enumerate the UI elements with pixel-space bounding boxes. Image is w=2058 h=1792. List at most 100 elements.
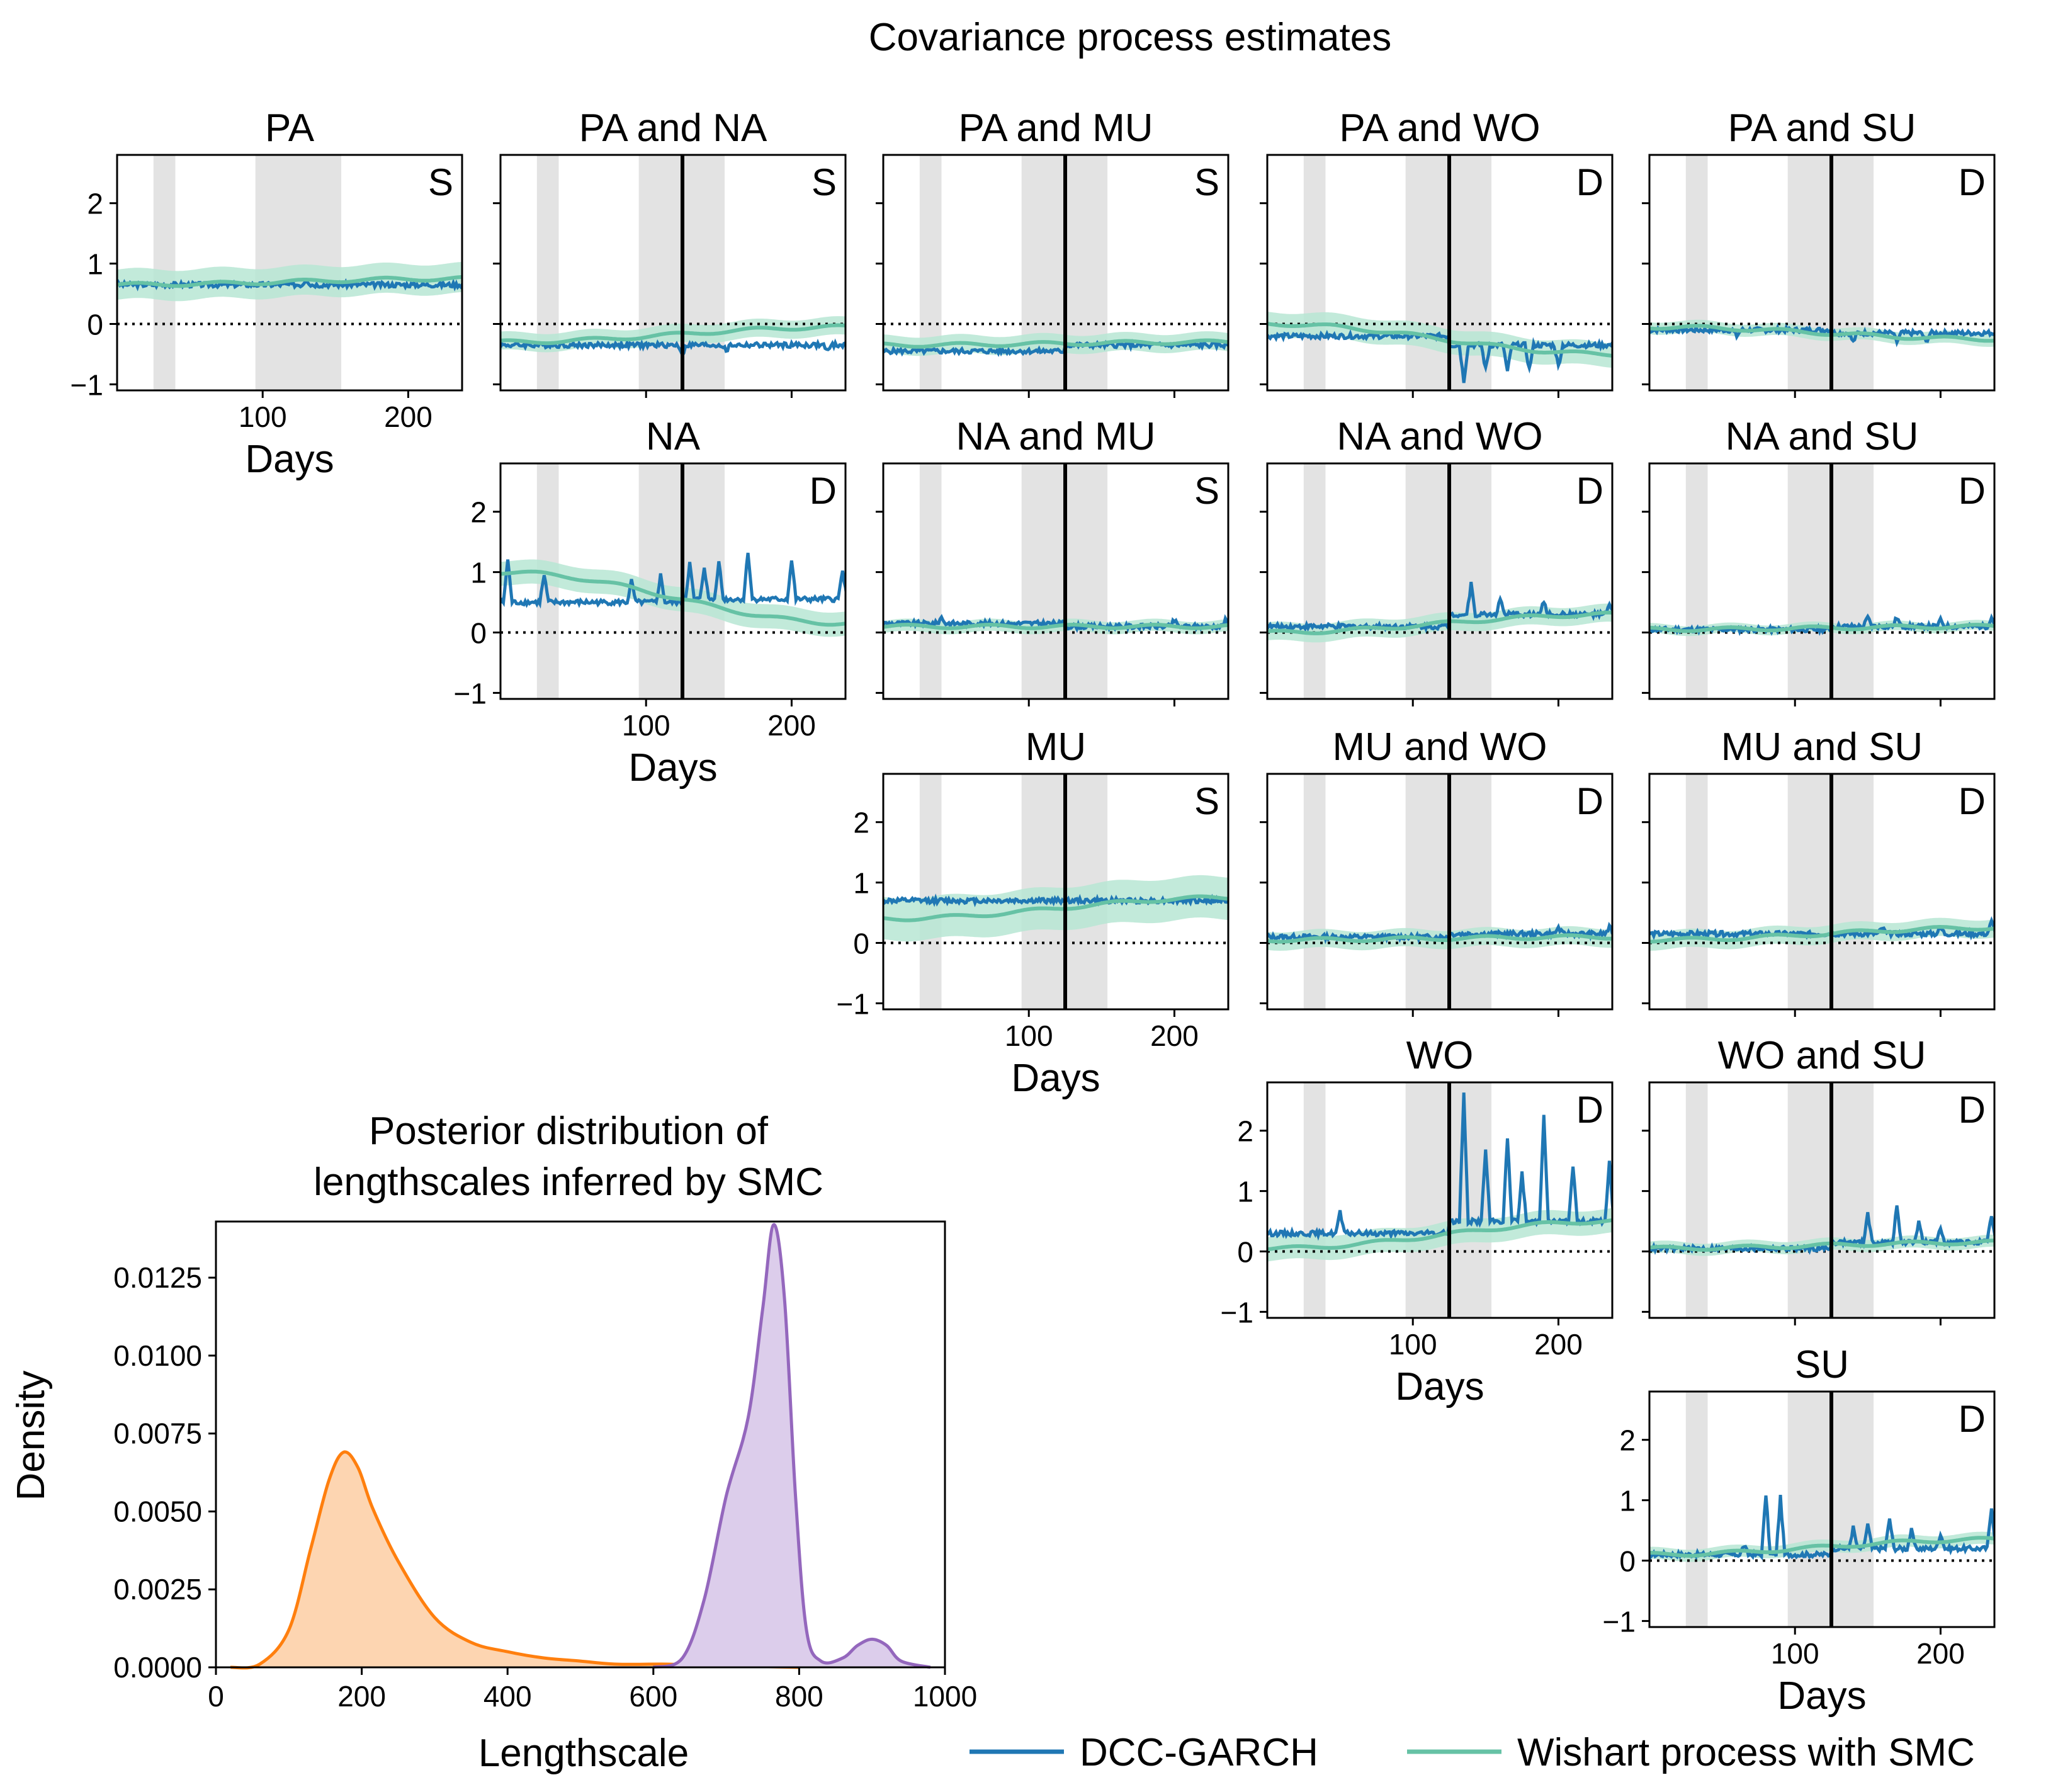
shaded-interval [1685, 155, 1708, 390]
panel-frame [1648, 1390, 1996, 1628]
lengthscale-density-chart: Posterior distribution of lengthscales i… [9, 1109, 977, 1775]
panel-plot-area [1649, 774, 1994, 1009]
density-y-tick-label: 0.0100 [113, 1339, 202, 1372]
wishart-line [1267, 610, 1612, 635]
panel-frame [499, 462, 847, 700]
panel: MU and SU D [1642, 725, 1996, 1017]
panel-frame [882, 462, 1230, 700]
density-x-tick-label: 1000 [913, 1680, 977, 1713]
wishart-line [1267, 322, 1612, 358]
panel-plot-area [883, 463, 1228, 699]
panel-plot-area [883, 774, 1228, 1009]
shaded-interval [1685, 774, 1708, 1009]
y-tick-label: 1 [1237, 1176, 1253, 1208]
dcc-garch-line [500, 552, 845, 609]
y-tick-label: 1 [853, 867, 869, 900]
panel-plot-area [117, 155, 462, 390]
legend-dcc-garch-label: DCC-GARCH [1080, 1731, 1318, 1774]
shaded-interval [1303, 1082, 1326, 1318]
wishart-line [1267, 933, 1612, 944]
panel-frame [1266, 154, 1614, 392]
panel: PA and WO D [1260, 106, 1614, 398]
panel-frame [1266, 462, 1614, 700]
y-tick-label: 0 [470, 617, 487, 650]
density-y-tick-label: 0.0000 [113, 1651, 202, 1684]
panel-frame [882, 154, 1230, 392]
panel-frame [116, 154, 463, 392]
panel-badge: D [1959, 1089, 1986, 1131]
y-tick-label: 1 [1619, 1485, 1636, 1517]
panel-title: WO [1406, 1034, 1474, 1077]
panel: MU and WO D [1260, 725, 1614, 1017]
y-tick-label: 0 [1619, 1545, 1636, 1578]
density-chart-title-line-2: lengthscales inferred by SMC [314, 1160, 823, 1204]
legend: DCC-GARCH Wishart process with SMC [970, 1731, 1975, 1774]
dcc-garch-line [1649, 323, 1994, 348]
y-tick-label: 1 [470, 557, 487, 589]
wishart-line [500, 569, 845, 627]
density-x-tick-label: 200 [337, 1680, 386, 1713]
panel-frame [882, 773, 1230, 1011]
wishart-line [500, 323, 845, 346]
panel-plot-area [1649, 1392, 1994, 1627]
density-y-tick-label: 0.0025 [113, 1573, 202, 1606]
wishart-line [1649, 1239, 1994, 1252]
wishart-line [117, 275, 462, 288]
panel: −1 0 1 2 100 200 Days SU D [1603, 1343, 1996, 1718]
panel: NA and MU S [876, 415, 1230, 706]
panel-title: SU [1795, 1343, 1849, 1387]
panel-title: PA and WO [1339, 106, 1540, 150]
panel: NA and SU D [1642, 415, 1996, 706]
density-y-axis-label: Density [9, 1371, 53, 1501]
legend-wishart-label: Wishart process with SMC [1517, 1731, 1975, 1774]
x-tick-label: 100 [239, 400, 287, 433]
panel-title: NA [646, 415, 701, 458]
panel-badge: S [428, 161, 453, 203]
dcc-garch-line [500, 337, 845, 359]
panel: WO and SU D [1642, 1034, 1996, 1325]
y-tick-label: 0 [853, 927, 869, 960]
shaded-interval [919, 463, 942, 699]
shaded-interval [919, 774, 942, 1009]
figure-title: Covariance process estimates [869, 16, 1391, 59]
x-tick-label: 100 [622, 709, 670, 742]
y-tick-label: 2 [87, 188, 103, 220]
x-axis-label: Days [1777, 1674, 1866, 1718]
density-x-tick-label: 800 [775, 1680, 823, 1713]
shaded-interval [1303, 155, 1326, 390]
panel-badge: S [811, 161, 837, 203]
panel-plot-area [1649, 155, 1994, 390]
x-axis-label: Days [1395, 1365, 1484, 1409]
panel-frame [1266, 1081, 1614, 1319]
panel-badge: D [1576, 780, 1603, 822]
y-tick-label: −1 [454, 677, 487, 710]
panel-badge: D [1576, 1089, 1603, 1131]
y-tick-label: 0 [87, 309, 103, 341]
panel: NA and WO D [1260, 415, 1614, 706]
panel-plot-area [1649, 1082, 1994, 1318]
wishart-line [1649, 925, 1994, 944]
x-tick-label: 200 [384, 400, 433, 433]
panel-title: NA and MU [956, 415, 1155, 458]
x-tick-label: 200 [1534, 1328, 1583, 1361]
panel: PA and NA S [493, 106, 847, 398]
y-tick-label: −1 [1221, 1296, 1253, 1329]
panel-title: PA and SU [1728, 106, 1916, 150]
shaded-interval [1685, 1082, 1708, 1318]
y-tick-label: −1 [837, 987, 869, 1020]
density-purple-line [653, 1223, 931, 1669]
panel: −1 0 1 2 100 200 Days NA D [454, 415, 847, 790]
density-frame [215, 1220, 946, 1669]
panel-badge: S [1194, 161, 1219, 203]
x-tick-label: 100 [1771, 1637, 1819, 1670]
y-tick-label: 0 [1237, 1236, 1253, 1269]
y-tick-label: 2 [1237, 1115, 1253, 1148]
panel-badge: S [1194, 470, 1219, 512]
shaded-interval [1685, 1392, 1708, 1627]
density-y-tick-label: 0.0125 [113, 1261, 202, 1294]
density-x-tick-label: 600 [629, 1680, 677, 1713]
wishart-line [1267, 1218, 1612, 1252]
panel-title: WO and SU [1718, 1034, 1926, 1077]
x-tick-label: 200 [1916, 1637, 1965, 1670]
